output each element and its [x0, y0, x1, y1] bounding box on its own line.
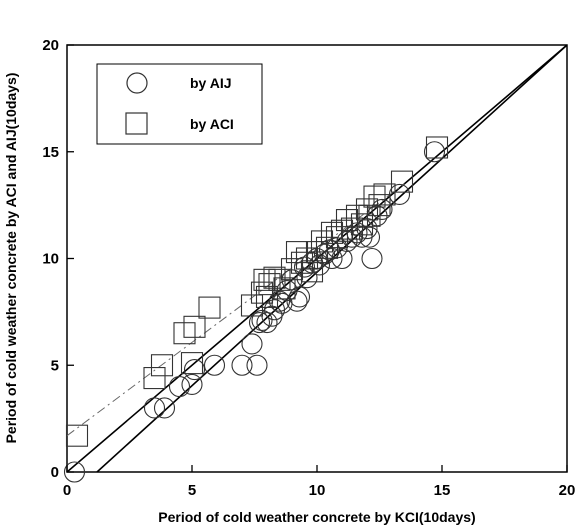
y-tick-label: 20: [42, 37, 59, 54]
x-tick-label: 15: [434, 482, 451, 499]
data-point-aci: [425, 136, 449, 159]
data-point-aci: [255, 285, 279, 308]
data-point-aij: [358, 226, 381, 248]
data-point-aij: [168, 376, 191, 398]
x-axis-label: Period of cold weather concrete by KCI(1…: [158, 509, 475, 525]
data-point-aij: [293, 256, 316, 278]
data-point-aci: [355, 198, 379, 221]
data-point-aij: [181, 373, 203, 396]
y-tick-label: 10: [42, 251, 59, 268]
data-point-aij: [286, 290, 308, 312]
legend-label-aci: by ACI: [190, 116, 234, 132]
data-point-aci: [250, 281, 274, 304]
data-markers: [63, 136, 449, 483]
fit-line-2: [66, 183, 405, 437]
legend-label-aij: by AIJ: [190, 75, 232, 91]
data-point-aci: [198, 296, 221, 319]
data-point-aij: [231, 354, 253, 376]
x-tick-label: 5: [188, 482, 196, 499]
x-tick-label: 20: [559, 482, 576, 499]
data-point-aij: [241, 333, 263, 355]
data-point-aij: [371, 198, 393, 220]
x-tick-label: 0: [63, 482, 71, 499]
data-point-aij: [288, 286, 311, 308]
data-point-aij: [423, 141, 446, 163]
data-point-aci: [350, 213, 374, 236]
data-point-aci: [273, 277, 296, 300]
data-point-aci: [180, 352, 204, 375]
data-point-aij: [318, 239, 341, 261]
data-point-aij: [361, 247, 383, 270]
legend-square-icon: [125, 112, 148, 135]
data-point-aij: [256, 311, 278, 334]
x-axis-ticks: 0 5 10 15 20: [63, 465, 576, 499]
data-point-aij: [183, 358, 206, 381]
data-point-aij: [296, 267, 318, 289]
x-tick-label: 10: [309, 482, 326, 499]
y-tick-label: 5: [51, 357, 59, 374]
data-point-aci: [373, 183, 396, 206]
data-point-aij: [308, 254, 331, 276]
data-point-aij: [63, 461, 86, 483]
legend-box: [96, 63, 263, 145]
y-tick-label: 0: [51, 464, 59, 481]
data-point-aij: [203, 354, 226, 376]
data-point-aij: [143, 397, 166, 419]
data-point-aij: [153, 397, 176, 419]
data-point-aci: [143, 367, 166, 390]
data-point-aci: [183, 315, 206, 338]
y-axis-label: Period of cold weather concrete by ACI a…: [3, 73, 19, 444]
data-point-aij: [313, 243, 336, 265]
data-point-aci: [300, 260, 324, 283]
y-axis-ticks: 0 5 10 15 20: [42, 37, 74, 481]
legend: by AIJ by ACI: [96, 63, 263, 145]
data-point-aci: [390, 170, 414, 193]
data-point-aij: [246, 354, 268, 376]
data-point-aij: [248, 311, 271, 334]
data-point-aci: [150, 354, 174, 377]
y-tick-label: 15: [42, 144, 59, 161]
data-point-aci: [65, 424, 89, 447]
legend-circle-icon: [126, 72, 148, 94]
